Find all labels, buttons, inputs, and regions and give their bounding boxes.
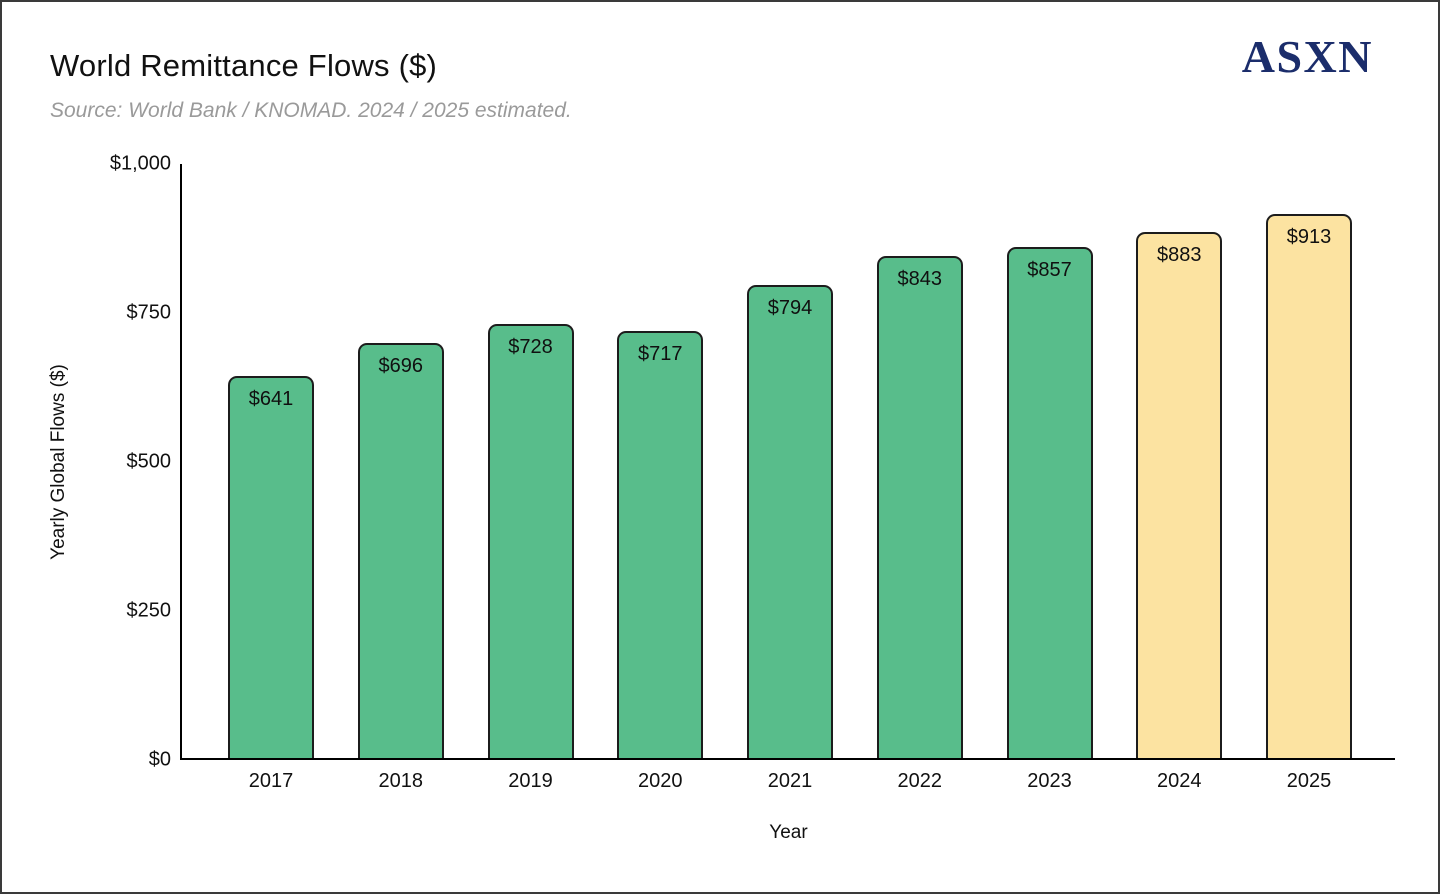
x-axis-title: Year bbox=[769, 822, 808, 843]
bar-2020: $717 bbox=[617, 330, 704, 758]
bar-2025: $913 bbox=[1266, 213, 1352, 758]
x-tick-label: 2018 bbox=[378, 770, 424, 792]
bar-2018: $696 bbox=[357, 343, 444, 758]
y-tick-label: $500 bbox=[126, 450, 172, 473]
bar-2017: $641 bbox=[228, 375, 314, 758]
bar-value-label: $913 bbox=[1286, 225, 1332, 248]
bar-value-label: $717 bbox=[638, 342, 683, 365]
bar-value-label: $857 bbox=[1027, 259, 1072, 282]
x-tick-label: 2017 bbox=[248, 770, 294, 792]
bar-2022: $843 bbox=[876, 255, 963, 758]
y-tick-label: $0 bbox=[148, 748, 171, 771]
y-tick-label: $250 bbox=[126, 599, 172, 622]
bar-2021: $794 bbox=[747, 284, 833, 758]
x-tick-label: 2020 bbox=[638, 770, 683, 792]
plot-area: Year $0 $250 $500 $750 $1,000 $641 2017 $696 201… bbox=[110, 153, 1395, 843]
bar-value-label: $696 bbox=[378, 355, 424, 378]
bar-2023: $857 bbox=[1006, 247, 1093, 758]
chart-source-note: Source: World Bank / KNOMAD. 2024 / 2025… bbox=[50, 99, 572, 122]
x-tick-label: 2022 bbox=[897, 770, 943, 792]
bar-value-label: $843 bbox=[897, 267, 943, 290]
bar-2024: $883 bbox=[1136, 231, 1223, 758]
x-tick-label: 2025 bbox=[1286, 770, 1332, 792]
bar-value-label: $794 bbox=[767, 296, 813, 319]
x-tick-label: 2024 bbox=[1157, 770, 1202, 792]
y-tick-label: $1,000 bbox=[109, 152, 171, 175]
bar-value-label: $641 bbox=[248, 387, 294, 410]
y-axis-title: Yearly Global Flows ($) bbox=[48, 364, 69, 560]
x-tick-label: 2023 bbox=[1027, 770, 1072, 792]
bar-2019: $728 bbox=[487, 324, 574, 758]
bar-value-label: $728 bbox=[508, 336, 553, 359]
chart-title: World Remittance Flows ($) bbox=[50, 48, 438, 83]
bar-value-label: $883 bbox=[1157, 243, 1202, 266]
x-tick-label: 2019 bbox=[508, 770, 553, 792]
x-tick-label: 2021 bbox=[767, 770, 813, 792]
y-tick-label: $750 bbox=[126, 301, 172, 324]
asxn-logo: ASXN bbox=[1241, 31, 1373, 82]
